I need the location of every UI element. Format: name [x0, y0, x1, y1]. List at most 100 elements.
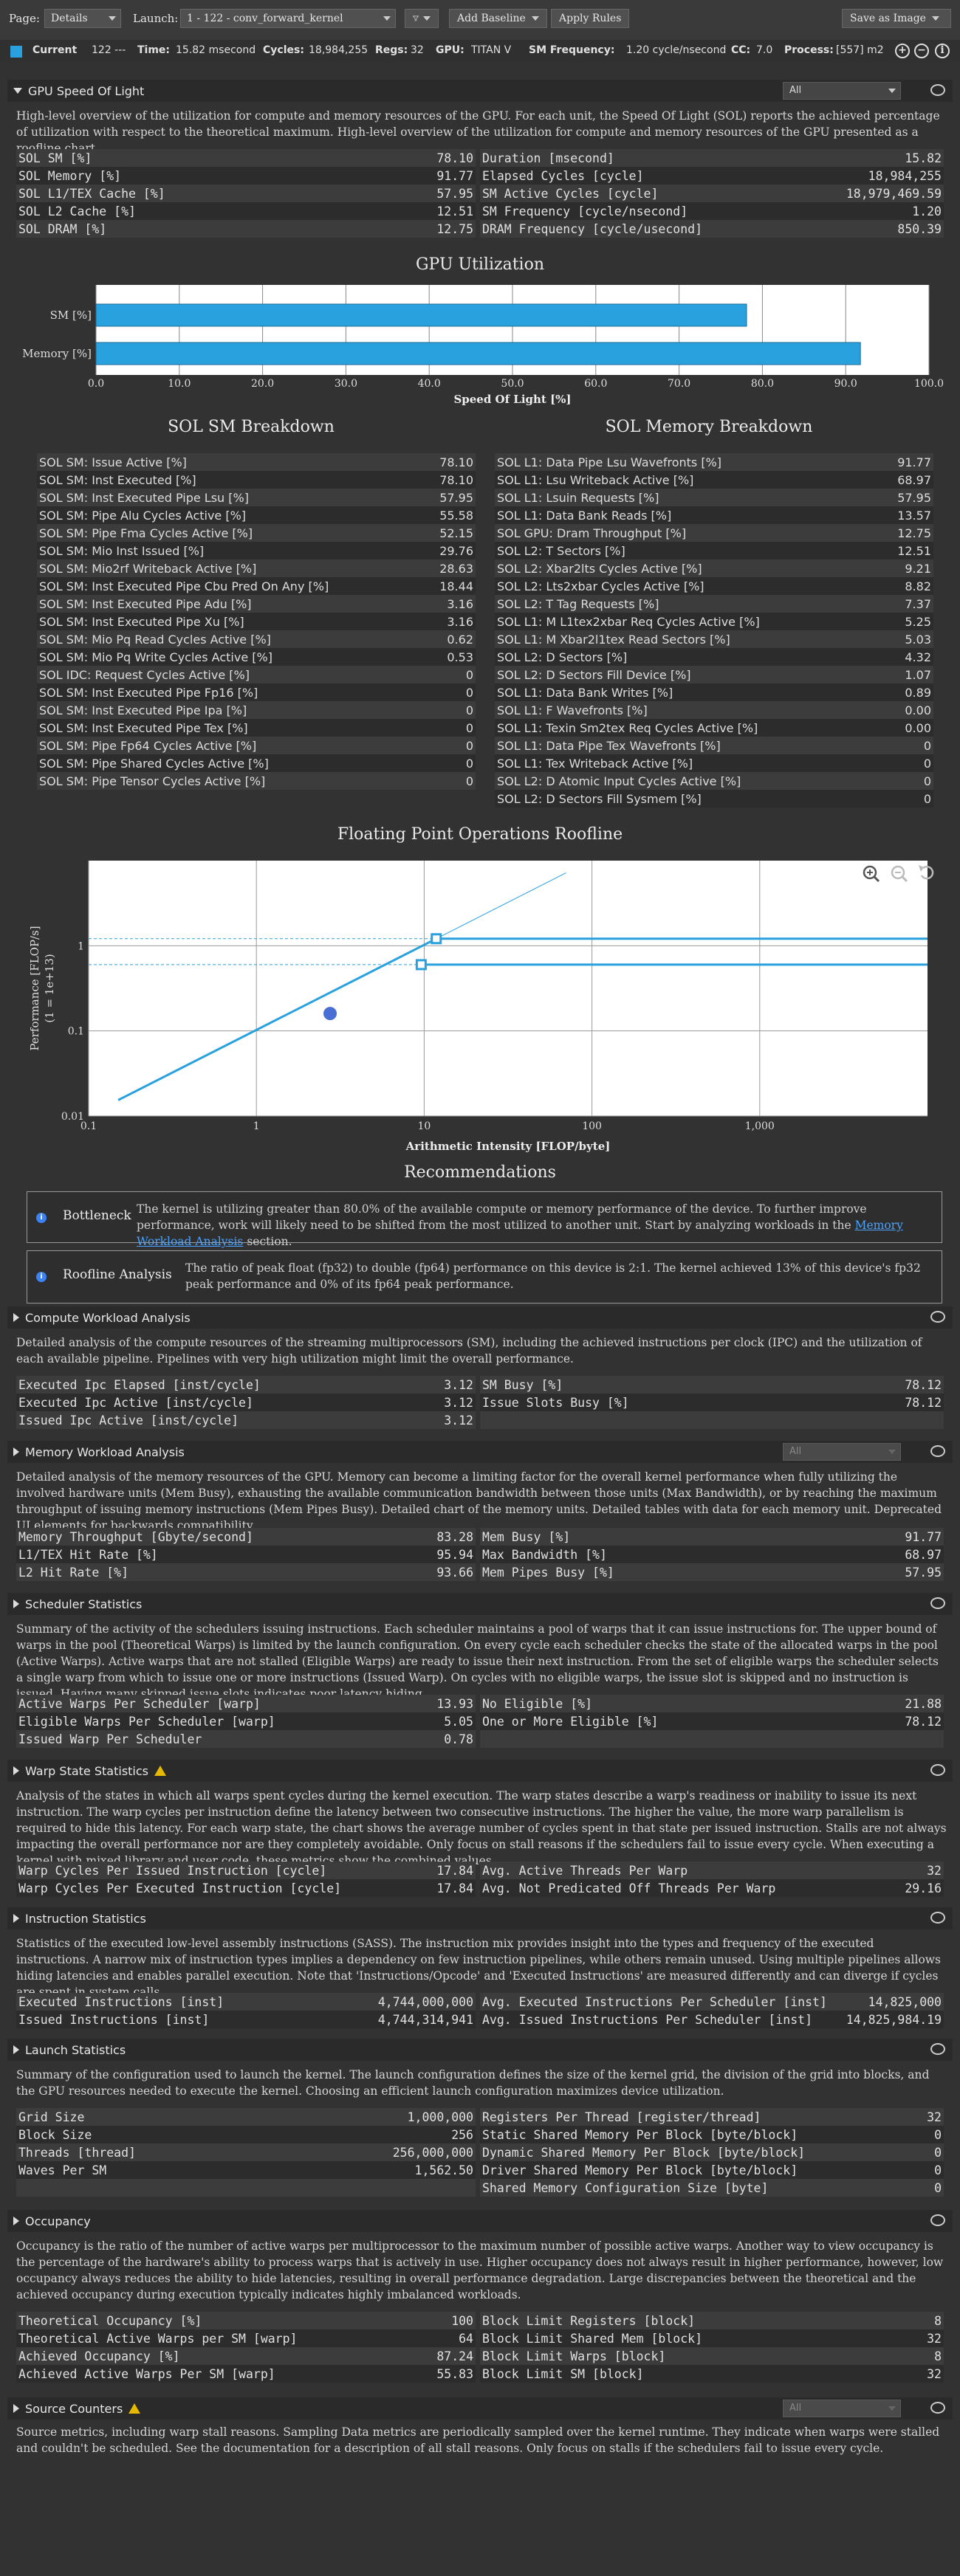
metric-value: 95.94 [436, 1547, 473, 1562]
category-label: Memory [%] [22, 347, 92, 360]
section-filter-dropdown[interactable]: All [783, 1443, 901, 1461]
metric-value: 0.62 [447, 632, 473, 647]
metric-name: Warp Cycles Per Issued Instruction [cycl… [18, 1863, 327, 1878]
comment-icon[interactable] [930, 1597, 945, 1609]
breakdown-row: SOL IDC: Request Cycles Active [%] 0 [37, 666, 476, 683]
section-title: Launch Statistics [25, 2042, 126, 2057]
comment-icon[interactable] [930, 84, 945, 96]
breakdown-row: SOL SM: Pipe Fma Cycles Active [%] 52.15 [37, 524, 476, 542]
metric-row: Threads [thread] 256,000,000 [16, 2143, 476, 2161]
comment-icon[interactable] [930, 1764, 945, 1776]
x-tick-label: 10 [417, 1120, 431, 1132]
comment-icon[interactable] [930, 2043, 945, 2055]
metric-name: Block Limit Warps [block] [482, 2349, 666, 2363]
metric-name: Block Limit Shared Mem [block] [482, 2331, 703, 2346]
metric-value: 0.78 [444, 1732, 473, 1746]
current-color-swatch [10, 46, 22, 58]
section-filter-value: All [789, 1446, 802, 1457]
metric-value: 0 [465, 685, 473, 700]
comment-icon[interactable] [930, 2402, 945, 2414]
section-header-launch-statistics[interactable]: Launch Statistics [7, 2039, 953, 2061]
recommendation-title: Bottleneck [63, 1208, 131, 1223]
metric-value: 850.39 [897, 221, 942, 236]
metric-row: Issued Ipc Active [inst/cycle] 3.12 [16, 1411, 476, 1429]
metric-name: Warp Cycles Per Executed Instruction [cy… [18, 1881, 342, 1895]
metric-row: Achieved Active Warps Per SM [warp] 55.83 [16, 2365, 476, 2383]
y-tick-label: 0.01 [61, 1111, 84, 1123]
reset-zoom-icon[interactable] [919, 865, 934, 880]
section-header-compute-workload-analysis[interactable]: Compute Workload Analysis [7, 1306, 953, 1329]
section-header-gpu-speed-of-light[interactable]: GPU Speed Of Light All [7, 80, 953, 102]
metric-value: 1.07 [905, 667, 931, 682]
comment-icon[interactable] [930, 1912, 945, 1924]
metric-value: 68.97 [905, 1547, 942, 1562]
section-filter-dropdown[interactable]: All [783, 2400, 901, 2417]
metric-name: SOL SM: Pipe Tensor Cycles Active [%] [39, 774, 266, 788]
section-header-occupancy[interactable]: Occupancy [7, 2210, 953, 2232]
section-header-warp-state-statistics[interactable]: Warp State Statistics [7, 1760, 953, 1782]
info-icon[interactable]: i [935, 44, 950, 58]
metric-value: 32 [927, 1863, 942, 1878]
section-title: Memory Workload Analysis [25, 1444, 185, 1459]
metric-value: 1,000,000 [407, 2110, 473, 2124]
expand-icon [13, 1914, 19, 1923]
comment-icon[interactable] [930, 1445, 945, 1457]
metric-value: 3.12 [444, 1413, 473, 1428]
metric-value: 15.82 [905, 151, 942, 165]
metric-row: Dynamic Shared Memory Per Block [byte/bl… [480, 2143, 944, 2161]
metric-name: Waves Per SM [18, 2163, 107, 2177]
metric-value: 18,979,469.59 [846, 186, 942, 201]
gpu-label: GPU: [436, 44, 464, 56]
sm-frequency-label: SM Frequency: [529, 44, 615, 56]
metric-row: Executed Instructions [inst] 4,744,000,00… [16, 1993, 476, 2011]
memory-workload-analysis-link[interactable]: Memory Workload Analysis [137, 1219, 903, 1248]
filter-button[interactable] [405, 9, 439, 28]
metric-value: 91.77 [436, 168, 473, 183]
metric-name: SOL L1: Texin Sm2tex Req Cycles Active [… [497, 720, 758, 735]
zoom-in-icon[interactable] [863, 865, 880, 883]
page-dropdown[interactable]: Details [44, 9, 121, 28]
breakdown-row: SOL L2: Lts2xbar Cycles Active [%] 8.82 [495, 577, 933, 595]
section-header-instruction-statistics[interactable]: Instruction Statistics [7, 1907, 953, 1929]
metric-value: 1,562.50 [414, 2163, 473, 2177]
save-as-image-button[interactable]: Save as Image [842, 9, 951, 28]
section-filter-dropdown[interactable]: All [783, 82, 901, 100]
section-header-memory-workload-analysis[interactable]: Memory Workload Analysis All [7, 1441, 953, 1463]
metric-value: 256,000,000 [392, 2145, 473, 2160]
add-baseline-button[interactable]: Add Baseline [449, 9, 547, 28]
metric-name: SOL SM: Mio2rf Writeback Active [%] [39, 561, 257, 576]
metric-name: SOL L1: Data Pipe Lsu Wavefronts [%] [497, 455, 721, 469]
sol-sm-breakdown-title: SOL SM Breakdown [168, 418, 335, 436]
zoom-out-icon[interactable] [891, 865, 908, 883]
status-bar: Current 122 --- Time: 15.82 msecond Cycl… [0, 40, 960, 62]
metric-value: 0 [465, 667, 473, 682]
metric-value: 55.58 [439, 508, 473, 523]
metric-row [480, 1730, 944, 1748]
apply-rules-button[interactable]: Apply Rules [551, 9, 630, 28]
remove-circle-icon[interactable]: − [914, 44, 929, 58]
comment-icon[interactable] [930, 1311, 945, 1323]
section-header-scheduler-statistics[interactable]: Scheduler Statistics [7, 1593, 953, 1615]
metric-value: 28.63 [439, 561, 473, 576]
metric-name: Issued Ipc Active [inst/cycle] [18, 1413, 239, 1428]
comment-icon[interactable] [930, 2214, 945, 2226]
metric-name: SOL L2 Cache [%] [18, 204, 136, 218]
metric-value: 0 [923, 774, 931, 788]
launch-dropdown[interactable]: 1 - 122 - conv_forward_kernel [180, 9, 396, 28]
y-axis-label: Performance [FLOP/s] [28, 926, 41, 1050]
metric-value: 12.75 [436, 221, 473, 236]
ridge-point-fp32 [431, 933, 442, 945]
metric-value: 57.95 [905, 1565, 942, 1580]
metric-name: Block Size [18, 2127, 92, 2142]
add-circle-icon[interactable]: + [895, 44, 910, 58]
recommendation-bottleneck: i Bottleneck The kernel is utilizing gre… [27, 1191, 942, 1248]
section-title: GPU Speed Of Light [28, 83, 145, 98]
section-header-source-counters[interactable]: Source Counters All [7, 2397, 953, 2420]
info-icon: i [36, 1213, 47, 1223]
metric-name: SOL SM: Inst Executed [%] [39, 472, 196, 487]
metric-name: Executed Ipc Active [inst/cycle] [18, 1395, 253, 1410]
metric-name: SOL Memory [%] [18, 168, 122, 183]
metric-name: Block Limit Registers [block] [482, 2313, 696, 2328]
metric-value: 18.44 [439, 579, 473, 593]
page-label: Page: [9, 12, 40, 25]
